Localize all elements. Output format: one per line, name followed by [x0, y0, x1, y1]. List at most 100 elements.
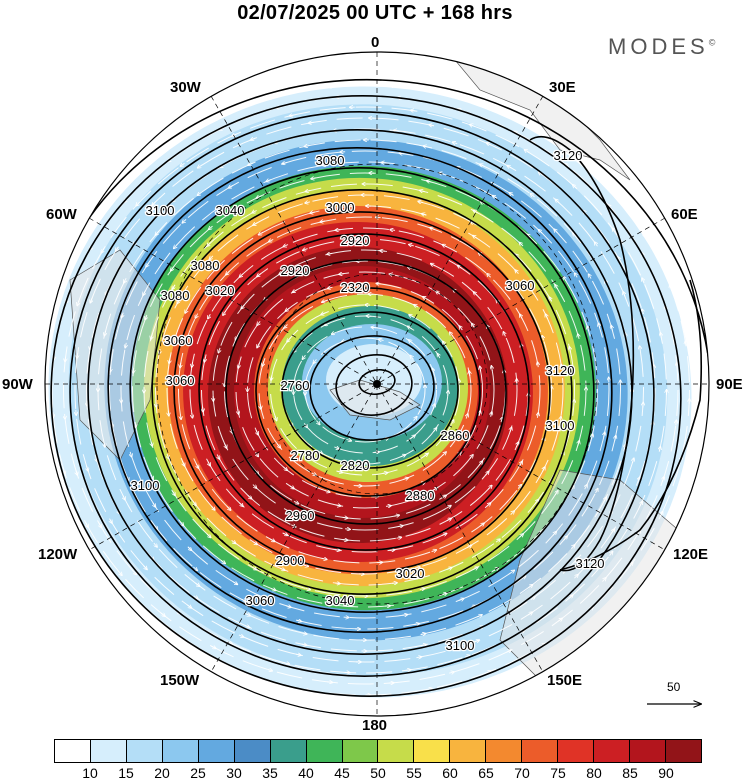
contour-label: 3040 [326, 593, 355, 608]
streamline-arrow [335, 505, 341, 506]
streamline-arrow [469, 371, 470, 377]
streamline-arrow [135, 422, 136, 427]
streamline-arrow [284, 324, 288, 327]
streamline-arrow [539, 230, 543, 234]
streamline-arrow [216, 207, 221, 210]
streamline-arrow [293, 501, 298, 503]
streamline-arrow [632, 458, 633, 464]
streamline-arrow [429, 125, 435, 126]
streamline-arrow [252, 567, 256, 569]
streamline-arrow [325, 323, 330, 325]
streamline-arrow [578, 334, 579, 340]
streamline-arrow [239, 502, 243, 506]
streamline-arrow [174, 244, 178, 249]
streamline-arrow [528, 585, 532, 588]
streamline-arrow [470, 125, 475, 127]
streamline-arrow [565, 164, 570, 167]
streamline-arrow [414, 624, 419, 625]
streamline-arrow [470, 606, 476, 608]
colorbar-swatch [342, 740, 379, 762]
streamline-arrow [670, 285, 672, 290]
streamline-arrow [416, 657, 421, 658]
contour-label: 3060 [506, 278, 535, 293]
streamline-arrow [453, 142, 458, 144]
streamline-arrow [257, 320, 260, 325]
streamline-arrow [509, 570, 514, 573]
streamline-arrow [501, 417, 502, 423]
height-contour-3120 [529, 135, 635, 572]
streamlines [45, 85, 690, 695]
contour-label: 3080 [161, 288, 190, 303]
streamline-arrow [399, 153, 405, 154]
streamline-arrow [493, 196, 498, 199]
lon-label-60w: 60W [46, 206, 77, 223]
streamline-arrow [510, 427, 512, 433]
colorbar-swatch [162, 740, 199, 762]
streamline-arrow [218, 347, 220, 353]
brand-logo: MODES© [608, 34, 716, 59]
height-contour [50, 95, 682, 697]
streamline-arrow [252, 484, 257, 489]
streamline-arrow [418, 201, 424, 202]
map-disk [45, 52, 709, 716]
streamline-arrow [442, 245, 448, 247]
streamline-arrow [252, 210, 257, 212]
streamline-arrow [480, 202, 486, 204]
streamline-arrow [420, 634, 426, 635]
streamline-arrow [317, 451, 322, 454]
height-contour [129, 167, 595, 613]
streamline-arrow [473, 210, 478, 212]
streamline-arrow [408, 326, 413, 329]
colorbar-tick-label: 55 [406, 765, 422, 781]
contour-label: 3100 [131, 478, 160, 493]
polar-map: 3080 3100 3040 3000 2920 3080 3020 2920 2320 3060… [44, 51, 710, 717]
streamline-arrow [251, 138, 256, 140]
streamline-arrow [151, 440, 152, 446]
contour-label: 3080 [316, 153, 345, 168]
streamline-arrow [238, 409, 239, 414]
colorbar-swatch [450, 740, 487, 762]
streamline-arrow [180, 163, 185, 166]
streamline-arrow [208, 461, 210, 465]
streamline-arrow [560, 417, 561, 422]
contour-label: 3060 [246, 593, 275, 608]
streamline-arrow [313, 359, 317, 363]
streamline-arrow [379, 339, 384, 340]
streamline-arrow [253, 223, 258, 225]
streamline-arrow [287, 337, 291, 342]
colorbar-tick-label: 65 [478, 765, 494, 781]
streamline-arrow [608, 205, 612, 209]
streamline-arrow [116, 246, 119, 251]
streamline-arrow [640, 501, 642, 507]
streamline-arrow [660, 333, 661, 338]
streamline-arrow [486, 671, 491, 673]
streamline-arrow [676, 420, 677, 426]
colorbar-swatch [306, 740, 343, 762]
streamline-arrow [180, 362, 181, 368]
streamline-arrow [255, 452, 258, 456]
streamline-arrow [391, 583, 397, 584]
streamline-arrow [662, 477, 664, 482]
streamline-arrow [198, 165, 203, 168]
height-contour [69, 111, 655, 677]
streamline-arrow [405, 670, 411, 671]
colorbar-tick-label: 15 [118, 765, 134, 781]
lon-label-90e: 90E [716, 376, 743, 393]
streamline-arrow [226, 270, 230, 275]
streamline-arrow [216, 265, 220, 269]
streamline-arrow [284, 663, 290, 664]
streamline-arrow [189, 647, 194, 650]
streamline-arrow [574, 558, 578, 562]
streamline-arrow [309, 122, 314, 123]
streamline [189, 227, 541, 553]
streamline-arrow [180, 414, 181, 419]
streamline-arrow [241, 304, 245, 309]
streamline-arrow [519, 243, 524, 247]
streamline-arrow [70, 517, 72, 521]
streamline-arrow [411, 110, 416, 111]
streamline-arrow [459, 326, 462, 331]
streamline-arrow [207, 242, 211, 246]
streamline-arrow [660, 512, 662, 517]
streamline-arrow [285, 606, 291, 608]
streamline-arrow [555, 491, 558, 496]
